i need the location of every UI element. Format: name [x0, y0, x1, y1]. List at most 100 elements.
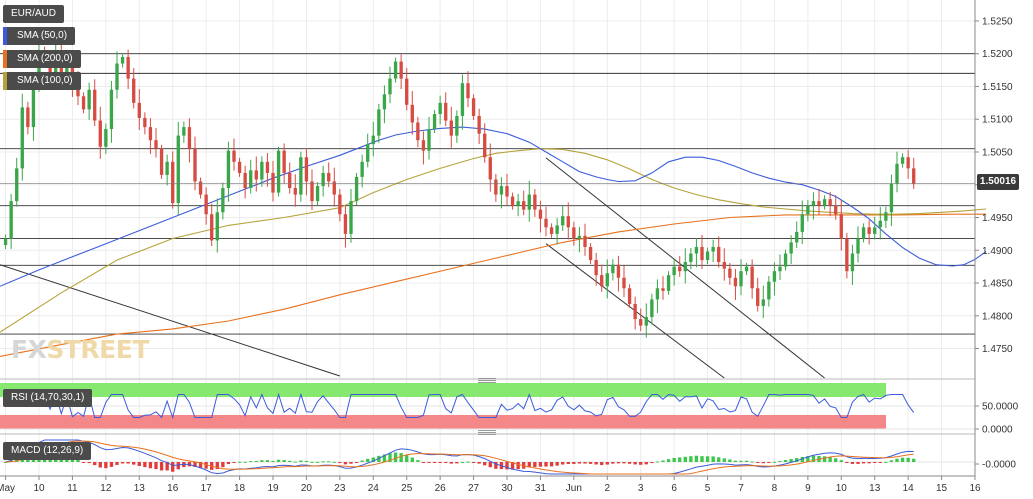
macd-histogram-bar: [538, 462, 543, 467]
macd-histogram-bar: [834, 458, 838, 462]
sma-100-swatch: [3, 72, 7, 90]
candle-body: [483, 133, 487, 158]
time-tick-label: 26: [435, 483, 447, 494]
time-tick-label: 15: [936, 483, 948, 494]
rsi-overbought-zone: [0, 383, 886, 397]
price-tick-label: 1.4750: [982, 344, 1013, 355]
macd-histogram-bar: [455, 462, 459, 464]
candle-body: [822, 199, 827, 206]
macd-histogram-bar: [115, 462, 119, 465]
candle-body: [427, 129, 431, 151]
candle-body: [315, 186, 320, 202]
macd-histogram-bar: [900, 457, 905, 462]
time-tick-label: May: [0, 483, 15, 494]
macd-histogram-bar: [165, 462, 169, 471]
macd-histogram-bar: [544, 462, 548, 467]
time-tick-label: 12: [100, 483, 112, 494]
macd-panel-resize-handle[interactable]: [478, 430, 496, 435]
candle-body: [522, 201, 526, 210]
price-tick-label: 1.4900: [982, 246, 1013, 257]
macd-histogram-bar: [572, 462, 576, 464]
macd-histogram-bar: [873, 462, 877, 463]
candle-body: [371, 135, 375, 145]
time-tick-label: 25: [401, 483, 413, 494]
macd-histogram-bar: [889, 460, 894, 462]
time-tick-label: 18: [234, 483, 246, 494]
candle-body: [761, 299, 765, 306]
candle-body: [366, 144, 370, 162]
macd-histogram-bar: [260, 460, 264, 462]
macd-histogram-bar: [666, 459, 671, 462]
macd-histogram-bar: [627, 462, 632, 464]
candle-body: [767, 281, 771, 300]
macd-histogram-bar: [700, 456, 704, 462]
time-tick-label: 8: [772, 483, 778, 494]
macd-histogram-bar: [756, 462, 760, 463]
candle-body: [204, 194, 208, 215]
candle-body: [321, 172, 325, 187]
macd-histogram-bar: [555, 462, 559, 466]
sma-50-label[interactable]: SMA (50,0): [3, 27, 76, 45]
symbol-label[interactable]: EUR/AUD: [3, 5, 65, 23]
rsi-axis-ticks: 50.0000 0.0000: [975, 402, 1019, 436]
macd-histogram-bar: [594, 462, 598, 465]
macd-line: [5, 439, 914, 475]
macd-histogram-bar: [739, 460, 743, 462]
candle-body: [416, 122, 420, 141]
macd-histogram-bar: [717, 457, 721, 462]
candle-body: [210, 214, 214, 241]
sma-200-label[interactable]: SMA (200,0): [3, 50, 81, 68]
rsi-label[interactable]: RSI (14,70,30,1): [3, 389, 93, 407]
candle-body: [299, 157, 303, 195]
macd-histogram-bar: [226, 462, 231, 465]
macd-histogram-bar: [399, 453, 403, 462]
candle-body: [789, 242, 793, 254]
time-tick-label: 19: [267, 483, 279, 494]
macd-histogram-bar: [282, 459, 286, 462]
candle-body: [93, 89, 97, 121]
rsi-panel-resize-handle[interactable]: [478, 378, 496, 383]
candle-body: [622, 277, 626, 289]
macd-histogram-bar: [126, 462, 130, 464]
rsi-oversold-zone: [0, 415, 886, 429]
candle-body: [644, 317, 648, 326]
macd-histogram-bar: [845, 462, 849, 463]
candle-body: [9, 201, 13, 239]
candle-body: [566, 216, 570, 228]
candle-body: [577, 235, 582, 239]
macd-histogram-bar: [789, 459, 793, 462]
time-tick-label: 31: [535, 483, 547, 494]
candle-body: [867, 227, 871, 234]
candle-body: [198, 181, 203, 195]
macd-histogram-bar: [678, 457, 682, 462]
candle-body: [811, 201, 816, 206]
candle-body: [15, 168, 19, 202]
candle-body: [678, 266, 682, 272]
candle-body: [349, 201, 353, 234]
candle-body: [338, 194, 342, 215]
macd-histogram-bar: [109, 462, 114, 467]
candle-body: [182, 127, 186, 136]
time-tick-label: 16: [167, 483, 179, 494]
macd-histogram-bar: [583, 462, 587, 464]
time-tick-label: 5: [705, 483, 711, 494]
sma-100-label[interactable]: SMA (100,0): [3, 72, 81, 90]
price-tick-label: 1.5150: [982, 82, 1013, 93]
macd-histogram-bar: [354, 462, 359, 463]
candle-body: [20, 107, 24, 169]
candle-body: [845, 238, 849, 272]
candle-body: [260, 161, 264, 180]
candle-body: [555, 225, 559, 234]
candle-body: [232, 150, 236, 162]
candle-body: [165, 161, 169, 175]
macd-histogram-bar: [828, 457, 832, 462]
macd-histogram-bar: [488, 462, 492, 468]
macd-histogram-bar: [728, 459, 732, 462]
macd-histogram-bar: [98, 462, 102, 468]
candle-body: [705, 251, 710, 261]
macd-histogram-bar: [494, 462, 498, 469]
candle-body: [683, 262, 687, 272]
candle-body: [226, 150, 231, 189]
macd-label[interactable]: MACD (12,26,9): [3, 442, 92, 460]
